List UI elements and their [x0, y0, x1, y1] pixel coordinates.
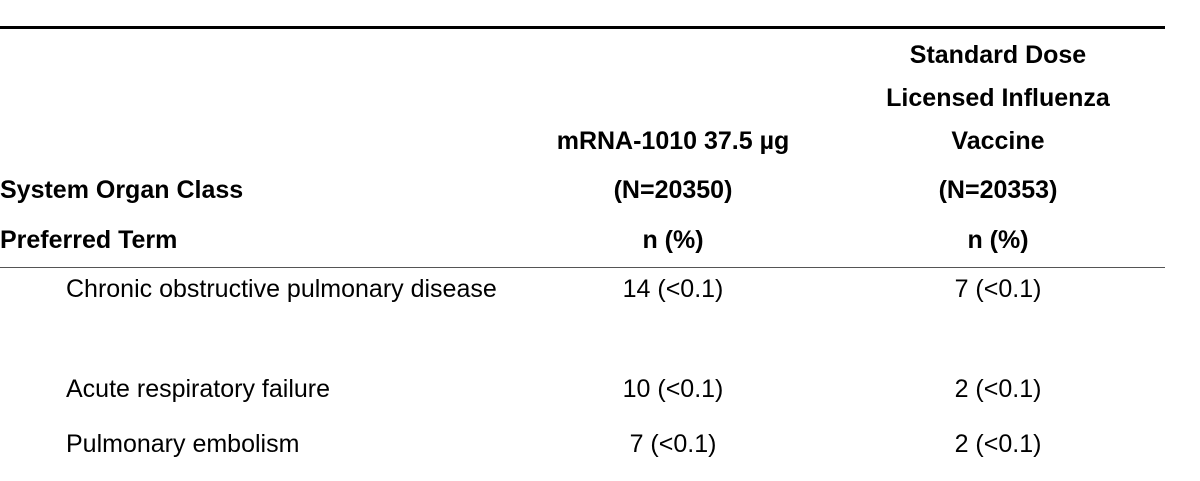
- column-header: mRNA-1010 37.5 µg: [556, 127, 790, 155]
- column-header: (N=20353): [938, 176, 1058, 204]
- count-cell: 7 (<0.1): [954, 275, 1042, 303]
- count-cell: 7 (<0.1): [629, 430, 717, 458]
- count-cell: 14 (<0.1): [622, 275, 724, 303]
- column-header: System Organ Class: [0, 176, 244, 204]
- column-header: Vaccine: [951, 127, 1045, 155]
- column-header: Preferred Term: [0, 226, 178, 254]
- column-header: Licensed Influenza: [886, 84, 1110, 112]
- column-header: n (%): [967, 226, 1029, 254]
- count-cell: 10 (<0.1): [622, 375, 724, 403]
- column-header: (N=20350): [613, 176, 733, 204]
- count-cell: 2 (<0.1): [954, 430, 1042, 458]
- column-header: Standard Dose: [909, 41, 1087, 69]
- preferred-term: Pulmonary embolism: [66, 430, 300, 458]
- top-rule: [0, 26, 1165, 29]
- column-header: n (%): [642, 226, 704, 254]
- header-rule: [0, 267, 1165, 268]
- count-cell: 2 (<0.1): [954, 375, 1042, 403]
- preferred-term: Acute respiratory failure: [66, 375, 331, 403]
- preferred-term: Chronic obstructive pulmonary disease: [66, 275, 497, 303]
